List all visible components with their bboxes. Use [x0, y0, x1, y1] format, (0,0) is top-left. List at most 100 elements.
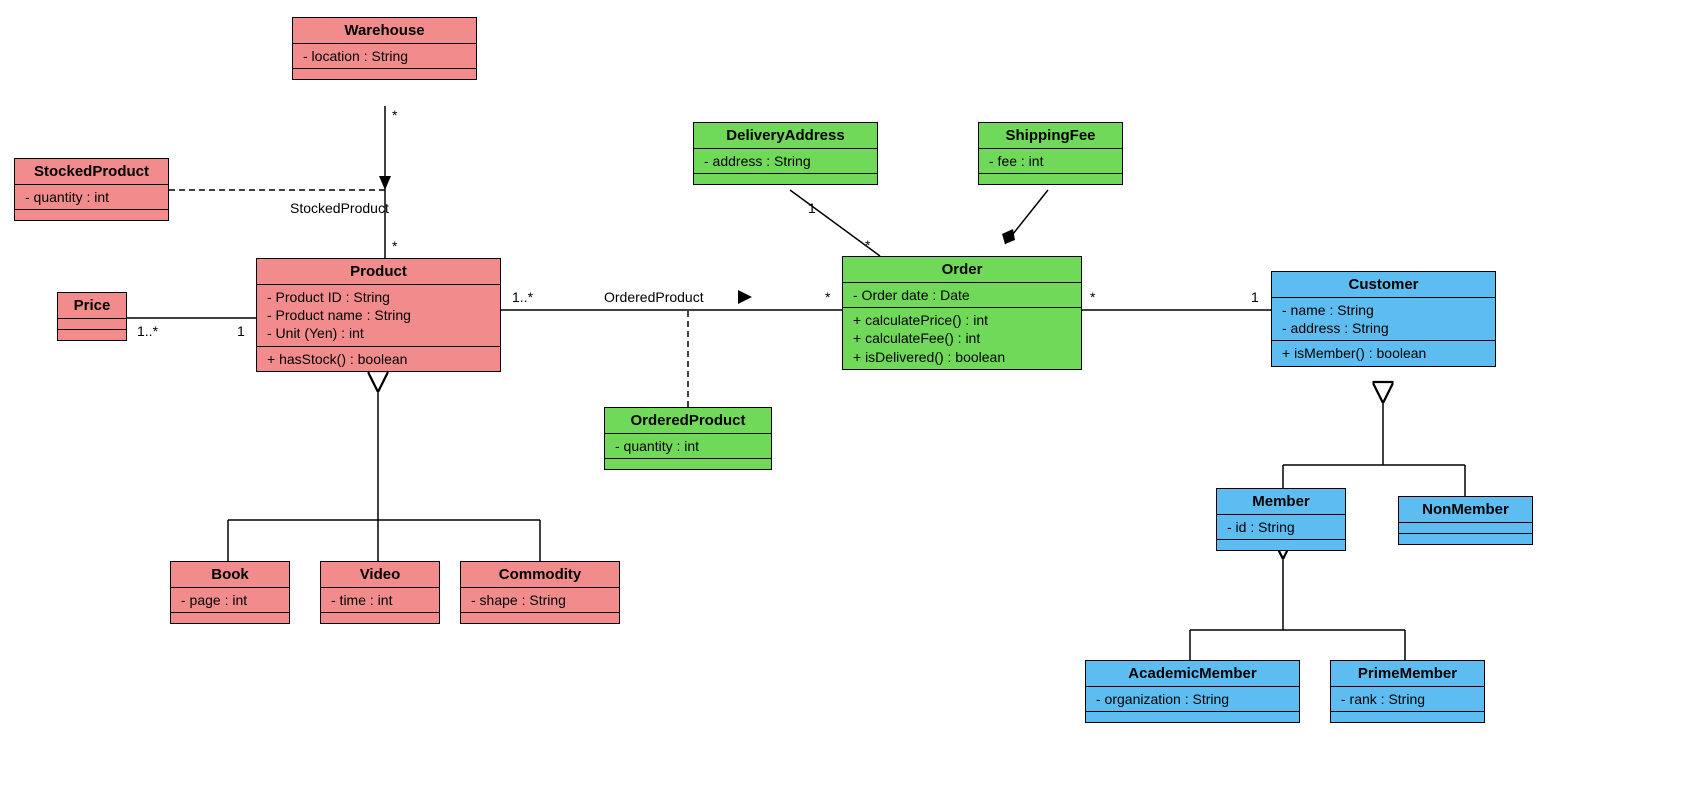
class-attributes: - rank : String	[1331, 687, 1484, 712]
class-title: Customer	[1272, 272, 1495, 298]
class-title: Product	[257, 259, 500, 285]
attribute-row: - page : int	[181, 591, 279, 609]
class-title: DeliveryAddress	[694, 123, 877, 149]
class-primemember: PrimeMember - rank : String	[1330, 660, 1485, 723]
class-title: NonMember	[1399, 497, 1532, 523]
class-attributes: - fee : int	[979, 149, 1122, 174]
class-operations	[461, 613, 619, 623]
label-mult_star_wh_top: *	[392, 107, 397, 123]
attribute-row: - quantity : int	[25, 188, 158, 206]
class-book: Book - page : int	[170, 561, 290, 624]
class-attributes: - Product ID : String- Product name : St…	[257, 285, 500, 347]
attribute-row: - id : String	[1227, 518, 1335, 536]
composition-diamond-icon	[1002, 229, 1015, 244]
class-warehouse: Warehouse - location : String	[292, 17, 477, 80]
attribute-row: - organization : String	[1096, 690, 1289, 708]
aggregation-marker	[379, 176, 391, 190]
label-mult_1star_prod: 1..*	[512, 289, 533, 305]
class-deliveryaddress: DeliveryAddress - address : String	[693, 122, 878, 185]
class-operations	[293, 69, 476, 79]
class-title: Commodity	[461, 562, 619, 588]
label-orderedproduct_assoc: OrderedProduct	[604, 289, 704, 305]
label-mult_star_order_r: *	[1090, 289, 1095, 305]
attribute-row: - fee : int	[989, 152, 1112, 170]
label-mult_star_wh_mid: *	[392, 238, 397, 254]
class-operations	[605, 459, 771, 469]
attribute-row: - location : String	[303, 47, 466, 65]
class-title: Book	[171, 562, 289, 588]
class-academicmember: AcademicMember - organization : String	[1085, 660, 1300, 723]
class-attributes: - location : String	[293, 44, 476, 69]
class-attributes: - address : String	[694, 149, 877, 174]
label-mult_star_addr: *	[865, 237, 870, 253]
class-operations	[58, 330, 126, 340]
class-title: Price	[58, 293, 126, 319]
class-attributes	[1399, 523, 1532, 534]
operation-row: + hasStock() : boolean	[267, 350, 490, 368]
class-attributes: - shape : String	[461, 588, 619, 613]
class-title: Member	[1217, 489, 1345, 515]
class-title: StockedProduct	[15, 159, 168, 185]
attribute-row: - address : String	[1282, 319, 1485, 337]
class-operations: + calculatePrice() : int+ calculateFee()…	[843, 308, 1081, 369]
label-mult_1_cust: 1	[1251, 289, 1259, 305]
class-attributes: - time : int	[321, 588, 439, 613]
class-product: Product- Product ID : String- Product na…	[256, 258, 501, 372]
edge-shippingfee-order	[1005, 190, 1048, 244]
class-operations	[1086, 712, 1299, 722]
label-stockedproduct_assoc: StockedProduct	[290, 200, 389, 216]
class-member: Member - id : String	[1216, 488, 1346, 551]
label-mult_1_addr: 1	[808, 200, 816, 216]
class-title: ShippingFee	[979, 123, 1122, 149]
operation-row: + isMember() : boolean	[1282, 344, 1485, 362]
class-operations	[321, 613, 439, 623]
class-operations	[171, 613, 289, 623]
class-title: Warehouse	[293, 18, 476, 44]
operation-row: + calculateFee() : int	[853, 329, 1071, 347]
class-title: PrimeMember	[1331, 661, 1484, 687]
class-orderedproduct: OrderedProduct - quantity : int	[604, 407, 772, 470]
class-operations	[1399, 534, 1532, 544]
attribute-row: - Unit (Yen) : int	[267, 324, 490, 342]
attribute-row: - time : int	[331, 591, 429, 609]
class-title: OrderedProduct	[605, 408, 771, 434]
attribute-row: - shape : String	[471, 591, 609, 609]
class-operations	[694, 174, 877, 184]
class-customer: Customer- name : String- address : Strin…	[1271, 271, 1496, 367]
class-attributes: - organization : String	[1086, 687, 1299, 712]
class-title: AcademicMember	[1086, 661, 1299, 687]
class-stockedproduct: StockedProduct - quantity : int	[14, 158, 169, 221]
attribute-row: - quantity : int	[615, 437, 761, 455]
class-title: Order	[843, 257, 1081, 283]
class-title: Video	[321, 562, 439, 588]
class-operations	[979, 174, 1122, 184]
class-order: Order- Order date : Date+ calculatePrice…	[842, 256, 1082, 370]
class-operations	[1331, 712, 1484, 722]
attribute-row: - name : String	[1282, 301, 1485, 319]
class-operations: + isMember() : boolean	[1272, 341, 1495, 365]
class-attributes: - name : String- address : String	[1272, 298, 1495, 341]
attribute-row: - Product name : String	[267, 306, 490, 324]
uml-class-diagram: Warehouse - location : String StockedProdu…	[0, 0, 1686, 790]
class-nonmember: NonMember	[1398, 496, 1533, 545]
operation-row: + isDelivered() : boolean	[853, 348, 1071, 366]
class-operations	[1217, 540, 1345, 550]
class-operations	[15, 210, 168, 220]
class-attributes: - id : String	[1217, 515, 1345, 540]
class-price: Price	[57, 292, 127, 341]
orderedproduct-arrow-icon	[738, 290, 752, 304]
attribute-row: - address : String	[704, 152, 867, 170]
class-commodity: Commodity - shape : String	[460, 561, 620, 624]
operation-row: + calculatePrice() : int	[853, 311, 1071, 329]
class-attributes: - page : int	[171, 588, 289, 613]
class-attributes	[58, 319, 126, 330]
class-attributes: - Order date : Date	[843, 283, 1081, 308]
label-mult_star_order_l: *	[825, 289, 830, 305]
class-video: Video - time : int	[320, 561, 440, 624]
class-operations: + hasStock() : boolean	[257, 347, 500, 371]
label-mult_1star_price: 1..*	[137, 323, 158, 339]
class-attributes: - quantity : int	[605, 434, 771, 459]
label-mult_1_prod_price: 1	[237, 323, 245, 339]
attribute-row: - Product ID : String	[267, 288, 490, 306]
attribute-row: - rank : String	[1341, 690, 1474, 708]
